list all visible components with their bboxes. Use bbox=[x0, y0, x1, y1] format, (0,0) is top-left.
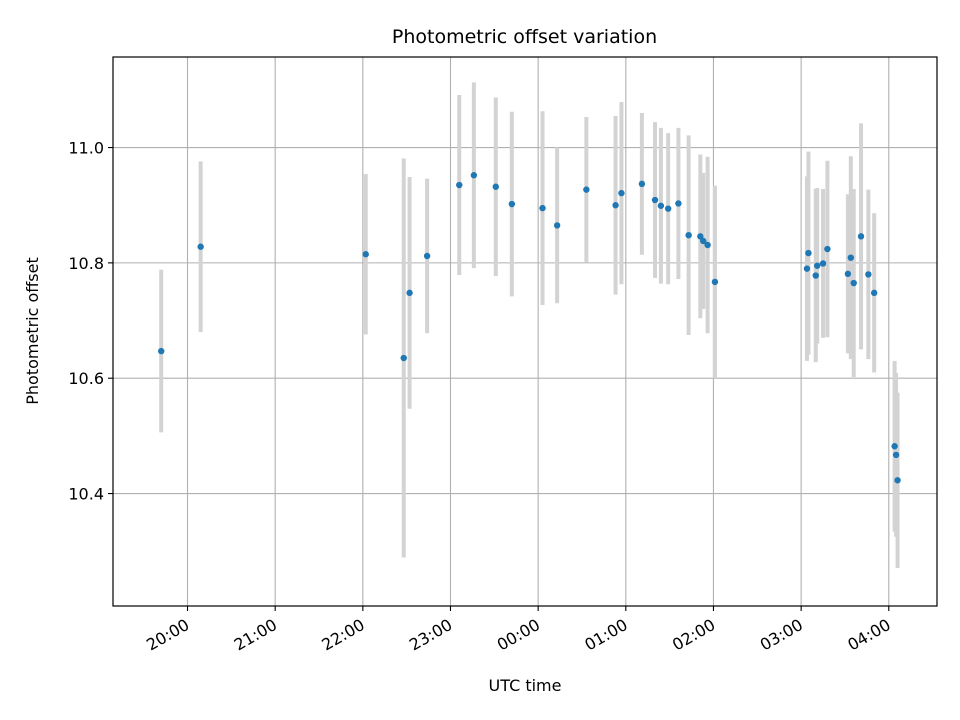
y-tick-label: 10.4 bbox=[68, 485, 104, 504]
data-point bbox=[892, 451, 900, 459]
data-point bbox=[456, 181, 463, 189]
data-point bbox=[844, 270, 852, 278]
data-point bbox=[651, 196, 659, 204]
y-tick-label: 11.0 bbox=[68, 139, 104, 158]
data-point bbox=[812, 272, 819, 279]
data-point bbox=[612, 202, 619, 209]
data-point bbox=[700, 237, 707, 245]
data-point bbox=[638, 180, 646, 188]
y-axis-label: Photometric offset bbox=[23, 257, 42, 405]
data-point bbox=[400, 354, 407, 362]
data-point bbox=[553, 222, 561, 229]
data-point bbox=[824, 245, 831, 253]
y-tick-label: 10.8 bbox=[68, 254, 104, 273]
data-point bbox=[423, 252, 431, 260]
data-point bbox=[492, 183, 499, 190]
data-point bbox=[704, 241, 711, 249]
data-point bbox=[865, 271, 872, 278]
data-point bbox=[675, 200, 682, 207]
data-point bbox=[539, 204, 546, 212]
data-points bbox=[158, 172, 901, 484]
data-point bbox=[508, 200, 516, 208]
data-point bbox=[685, 231, 692, 239]
data-point bbox=[158, 347, 165, 355]
data-point bbox=[819, 260, 827, 267]
data-point bbox=[697, 233, 704, 240]
data-point bbox=[657, 202, 665, 209]
data-point bbox=[362, 251, 369, 258]
data-point bbox=[850, 279, 857, 287]
data-point bbox=[891, 443, 898, 450]
y-axis: 10.4 10.6 10.8 11.0 bbox=[68, 139, 113, 504]
data-point bbox=[664, 205, 672, 212]
data-point bbox=[406, 289, 413, 297]
data-point bbox=[894, 477, 901, 484]
data-point bbox=[870, 289, 878, 297]
y-tick-label: 10.6 bbox=[68, 369, 104, 388]
data-point bbox=[857, 233, 865, 240]
data-point bbox=[711, 278, 719, 286]
plot-frame bbox=[112, 56, 938, 607]
x-axis-label: UTC time bbox=[489, 676, 562, 695]
data-point bbox=[805, 249, 812, 257]
grid-lines bbox=[113, 57, 937, 606]
chart-title: Photometric offset variation bbox=[392, 26, 657, 48]
data-point bbox=[813, 262, 821, 269]
data-point bbox=[470, 172, 478, 179]
data-point bbox=[583, 186, 590, 193]
data-point bbox=[197, 243, 204, 250]
data-point bbox=[847, 254, 855, 261]
data-point bbox=[618, 189, 625, 197]
data-point bbox=[803, 265, 811, 272]
